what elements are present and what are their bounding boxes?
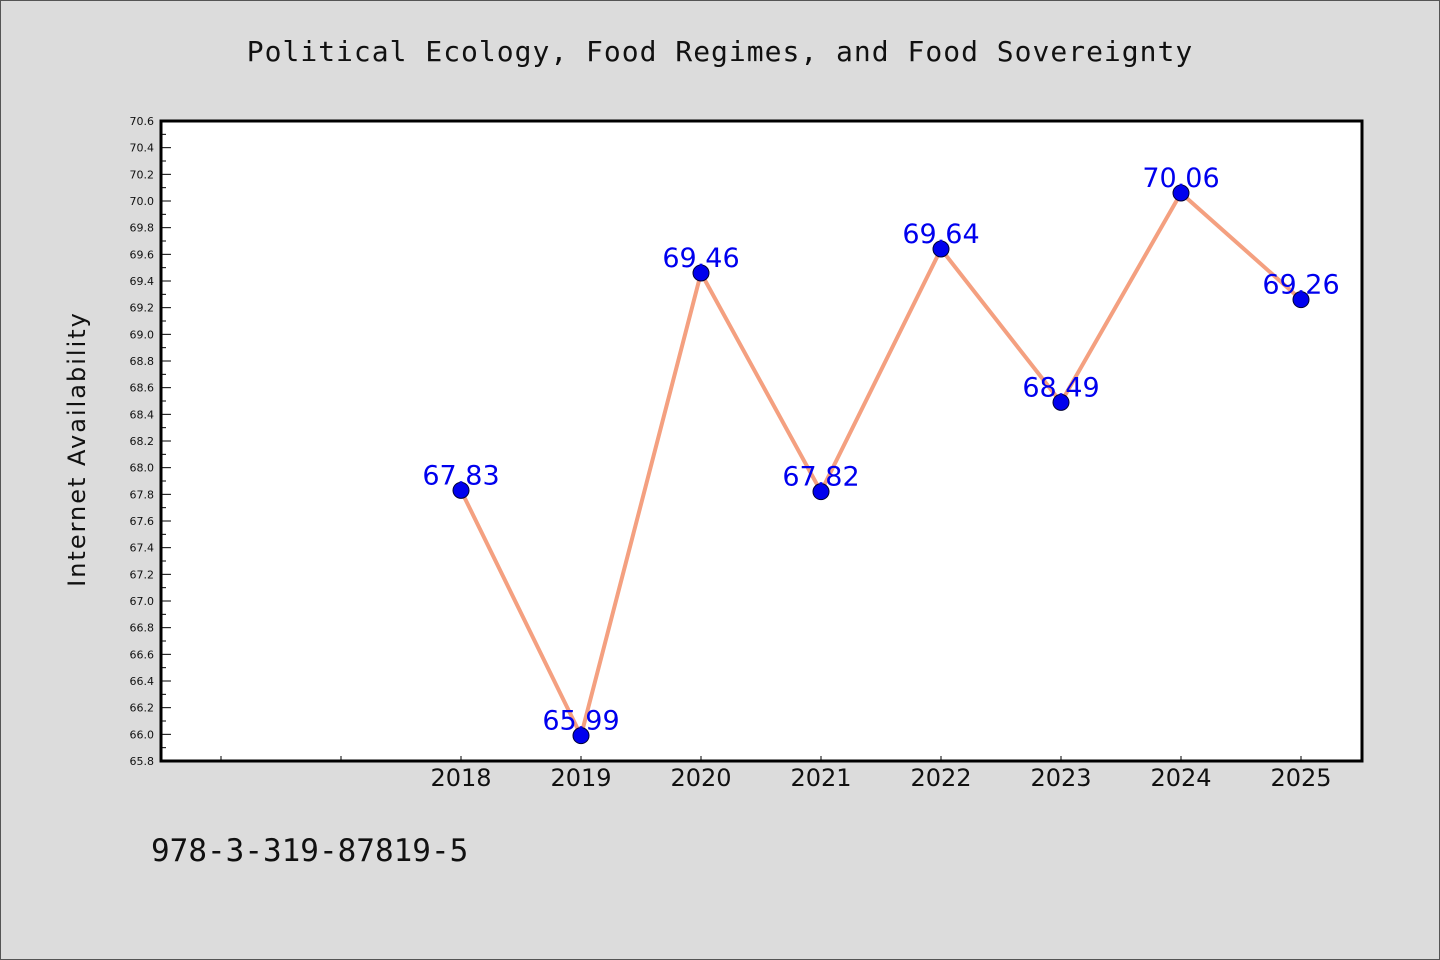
y-tick-label: 67.6	[130, 515, 155, 528]
y-tick-label: 67.0	[130, 595, 155, 608]
y-tick-label: 69.6	[130, 248, 155, 261]
data-point	[1172, 184, 1190, 202]
y-tick-label: 65.8	[130, 755, 155, 768]
y-tick-label: 69.0	[130, 328, 155, 341]
footer-code: 978-3-319-87819-5	[151, 833, 469, 869]
x-tick-label: 2018	[430, 764, 491, 792]
data-point	[812, 483, 830, 501]
data-point	[692, 264, 710, 282]
data-label: 69.26	[1262, 270, 1339, 301]
y-tick-label: 70.0	[130, 195, 155, 208]
x-tick-label: 2019	[550, 764, 611, 792]
x-tick-label: 2025	[1270, 764, 1331, 792]
y-tick-label: 70.4	[130, 142, 155, 155]
data-label: 69.64	[902, 219, 979, 250]
y-tick-label: 70.2	[130, 168, 155, 181]
x-tick-label: 2023	[1030, 764, 1091, 792]
data-point	[572, 727, 590, 745]
y-tick-label: 67.2	[130, 568, 155, 581]
x-tick-label: 2022	[910, 764, 971, 792]
data-point	[932, 240, 950, 258]
x-tick-label: 2024	[1150, 764, 1211, 792]
y-tick-label: 68.0	[130, 462, 155, 475]
series-line	[459, 191, 1303, 738]
y-tick-label: 69.8	[130, 222, 155, 235]
y-tick-label: 67.4	[130, 542, 155, 555]
y-tick-label: 68.6	[130, 382, 155, 395]
data-label: 67.82	[782, 462, 859, 493]
data-point	[1292, 291, 1310, 309]
chart-title: Political Ecology, Food Regimes, and Foo…	[246, 35, 1194, 68]
y-tick-label: 69.2	[130, 302, 155, 315]
y-tick-label: 66.0	[130, 728, 155, 741]
data-label: 68.49	[1022, 372, 1099, 403]
data-point	[452, 481, 470, 499]
data-label: 65.99	[542, 706, 619, 737]
y-tick-label: 68.2	[130, 435, 155, 448]
plot-area	[161, 121, 1362, 761]
plot-frame	[159, 119, 1364, 763]
y-tick-label: 68.4	[130, 408, 155, 421]
data-label: 69.46	[662, 243, 739, 274]
y-tick-label: 69.4	[130, 275, 155, 288]
data-label: 70.06	[1142, 163, 1219, 194]
y-tick-label: 67.8	[130, 488, 155, 501]
data-point	[1052, 393, 1070, 411]
x-tick-label: 2020	[670, 764, 731, 792]
y-tick-label: 66.8	[130, 622, 155, 635]
y-tick-label: 66.2	[130, 702, 155, 715]
y-tick-label: 70.6	[130, 115, 155, 128]
y-tick-label: 66.4	[130, 675, 155, 688]
data-label: 67.83	[422, 460, 499, 491]
y-tick-label: 68.8	[130, 355, 155, 368]
y-tick-label: 66.6	[130, 648, 155, 661]
x-tick-label: 2021	[790, 764, 851, 792]
